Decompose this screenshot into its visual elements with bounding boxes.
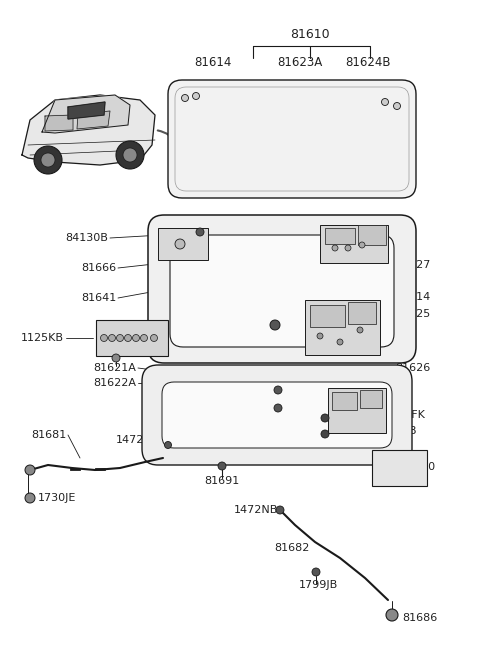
Text: 81622A: 81622A [93,378,136,388]
Bar [358,225,386,245]
Circle shape [218,462,226,470]
Text: 1472NB: 1472NB [116,435,160,445]
Text: 1327AB: 1327AB [374,426,418,436]
Polygon shape [77,111,110,129]
Text: 1339CB: 1339CB [215,325,258,335]
Bar [96,320,168,356]
Text: 81614: 81614 [395,292,430,302]
Circle shape [116,141,144,169]
Text: 81681: 81681 [31,430,66,440]
Text: 81625: 81625 [395,309,430,319]
Circle shape [357,327,363,333]
Text: 81666: 81666 [81,263,116,273]
Circle shape [34,146,62,174]
Polygon shape [22,95,155,165]
Circle shape [151,335,157,341]
Text: 1220FK: 1220FK [384,410,426,420]
Text: 81610: 81610 [290,29,330,41]
Circle shape [386,609,398,621]
Circle shape [359,242,365,248]
Circle shape [41,153,55,167]
Text: 81621A: 81621A [93,363,136,373]
Circle shape [132,335,140,341]
Text: 84130B: 84130B [65,233,108,243]
Text: 1730JE: 1730JE [38,493,76,503]
FancyBboxPatch shape [168,80,416,198]
Circle shape [382,98,388,105]
Circle shape [117,335,123,341]
Bar [372,450,427,486]
FancyBboxPatch shape [170,235,394,347]
Circle shape [124,335,132,341]
Bar [332,392,357,410]
Circle shape [276,506,284,514]
FancyBboxPatch shape [142,365,412,465]
Bar [158,228,208,260]
Circle shape [175,239,185,249]
Text: 1125KB: 1125KB [21,333,64,343]
Circle shape [321,414,329,422]
Circle shape [196,228,204,236]
Circle shape [25,465,35,475]
Text: 81630: 81630 [400,462,435,472]
Text: 81682: 81682 [274,543,310,553]
Bar [325,228,355,244]
Bar [320,225,388,263]
Circle shape [141,335,147,341]
Circle shape [332,245,338,251]
Circle shape [192,92,200,100]
Circle shape [321,430,329,438]
Text: 81691: 81691 [204,476,240,486]
Bar [305,300,380,355]
Bar [360,390,382,408]
Circle shape [165,441,171,449]
FancyBboxPatch shape [162,382,392,448]
Circle shape [270,320,280,330]
Circle shape [345,245,351,251]
Polygon shape [45,115,73,131]
Text: 81626: 81626 [395,363,430,373]
Polygon shape [42,95,130,133]
Bar [328,388,386,433]
Circle shape [274,386,282,394]
Text: 81623A: 81623A [201,404,244,414]
Bar [310,305,345,327]
Circle shape [274,404,282,412]
Circle shape [100,335,108,341]
Text: 81614: 81614 [194,56,232,69]
Text: 81627: 81627 [395,260,431,270]
Circle shape [112,354,120,362]
Text: 1472NB: 1472NB [234,505,278,515]
Circle shape [317,333,323,339]
Circle shape [123,148,137,162]
Text: 81623A: 81623A [277,56,323,69]
Circle shape [394,102,400,109]
Text: 81641: 81641 [81,293,116,303]
Text: 81624B: 81624B [201,388,244,398]
Bar [348,302,376,324]
Text: 81624B: 81624B [345,56,391,69]
Circle shape [337,339,343,345]
Circle shape [25,493,35,503]
Text: 81686: 81686 [402,613,437,623]
FancyBboxPatch shape [148,215,416,363]
Text: 1799JB: 1799JB [299,580,337,590]
Circle shape [108,335,116,341]
Circle shape [312,568,320,576]
Circle shape [181,94,189,102]
Polygon shape [68,102,105,119]
